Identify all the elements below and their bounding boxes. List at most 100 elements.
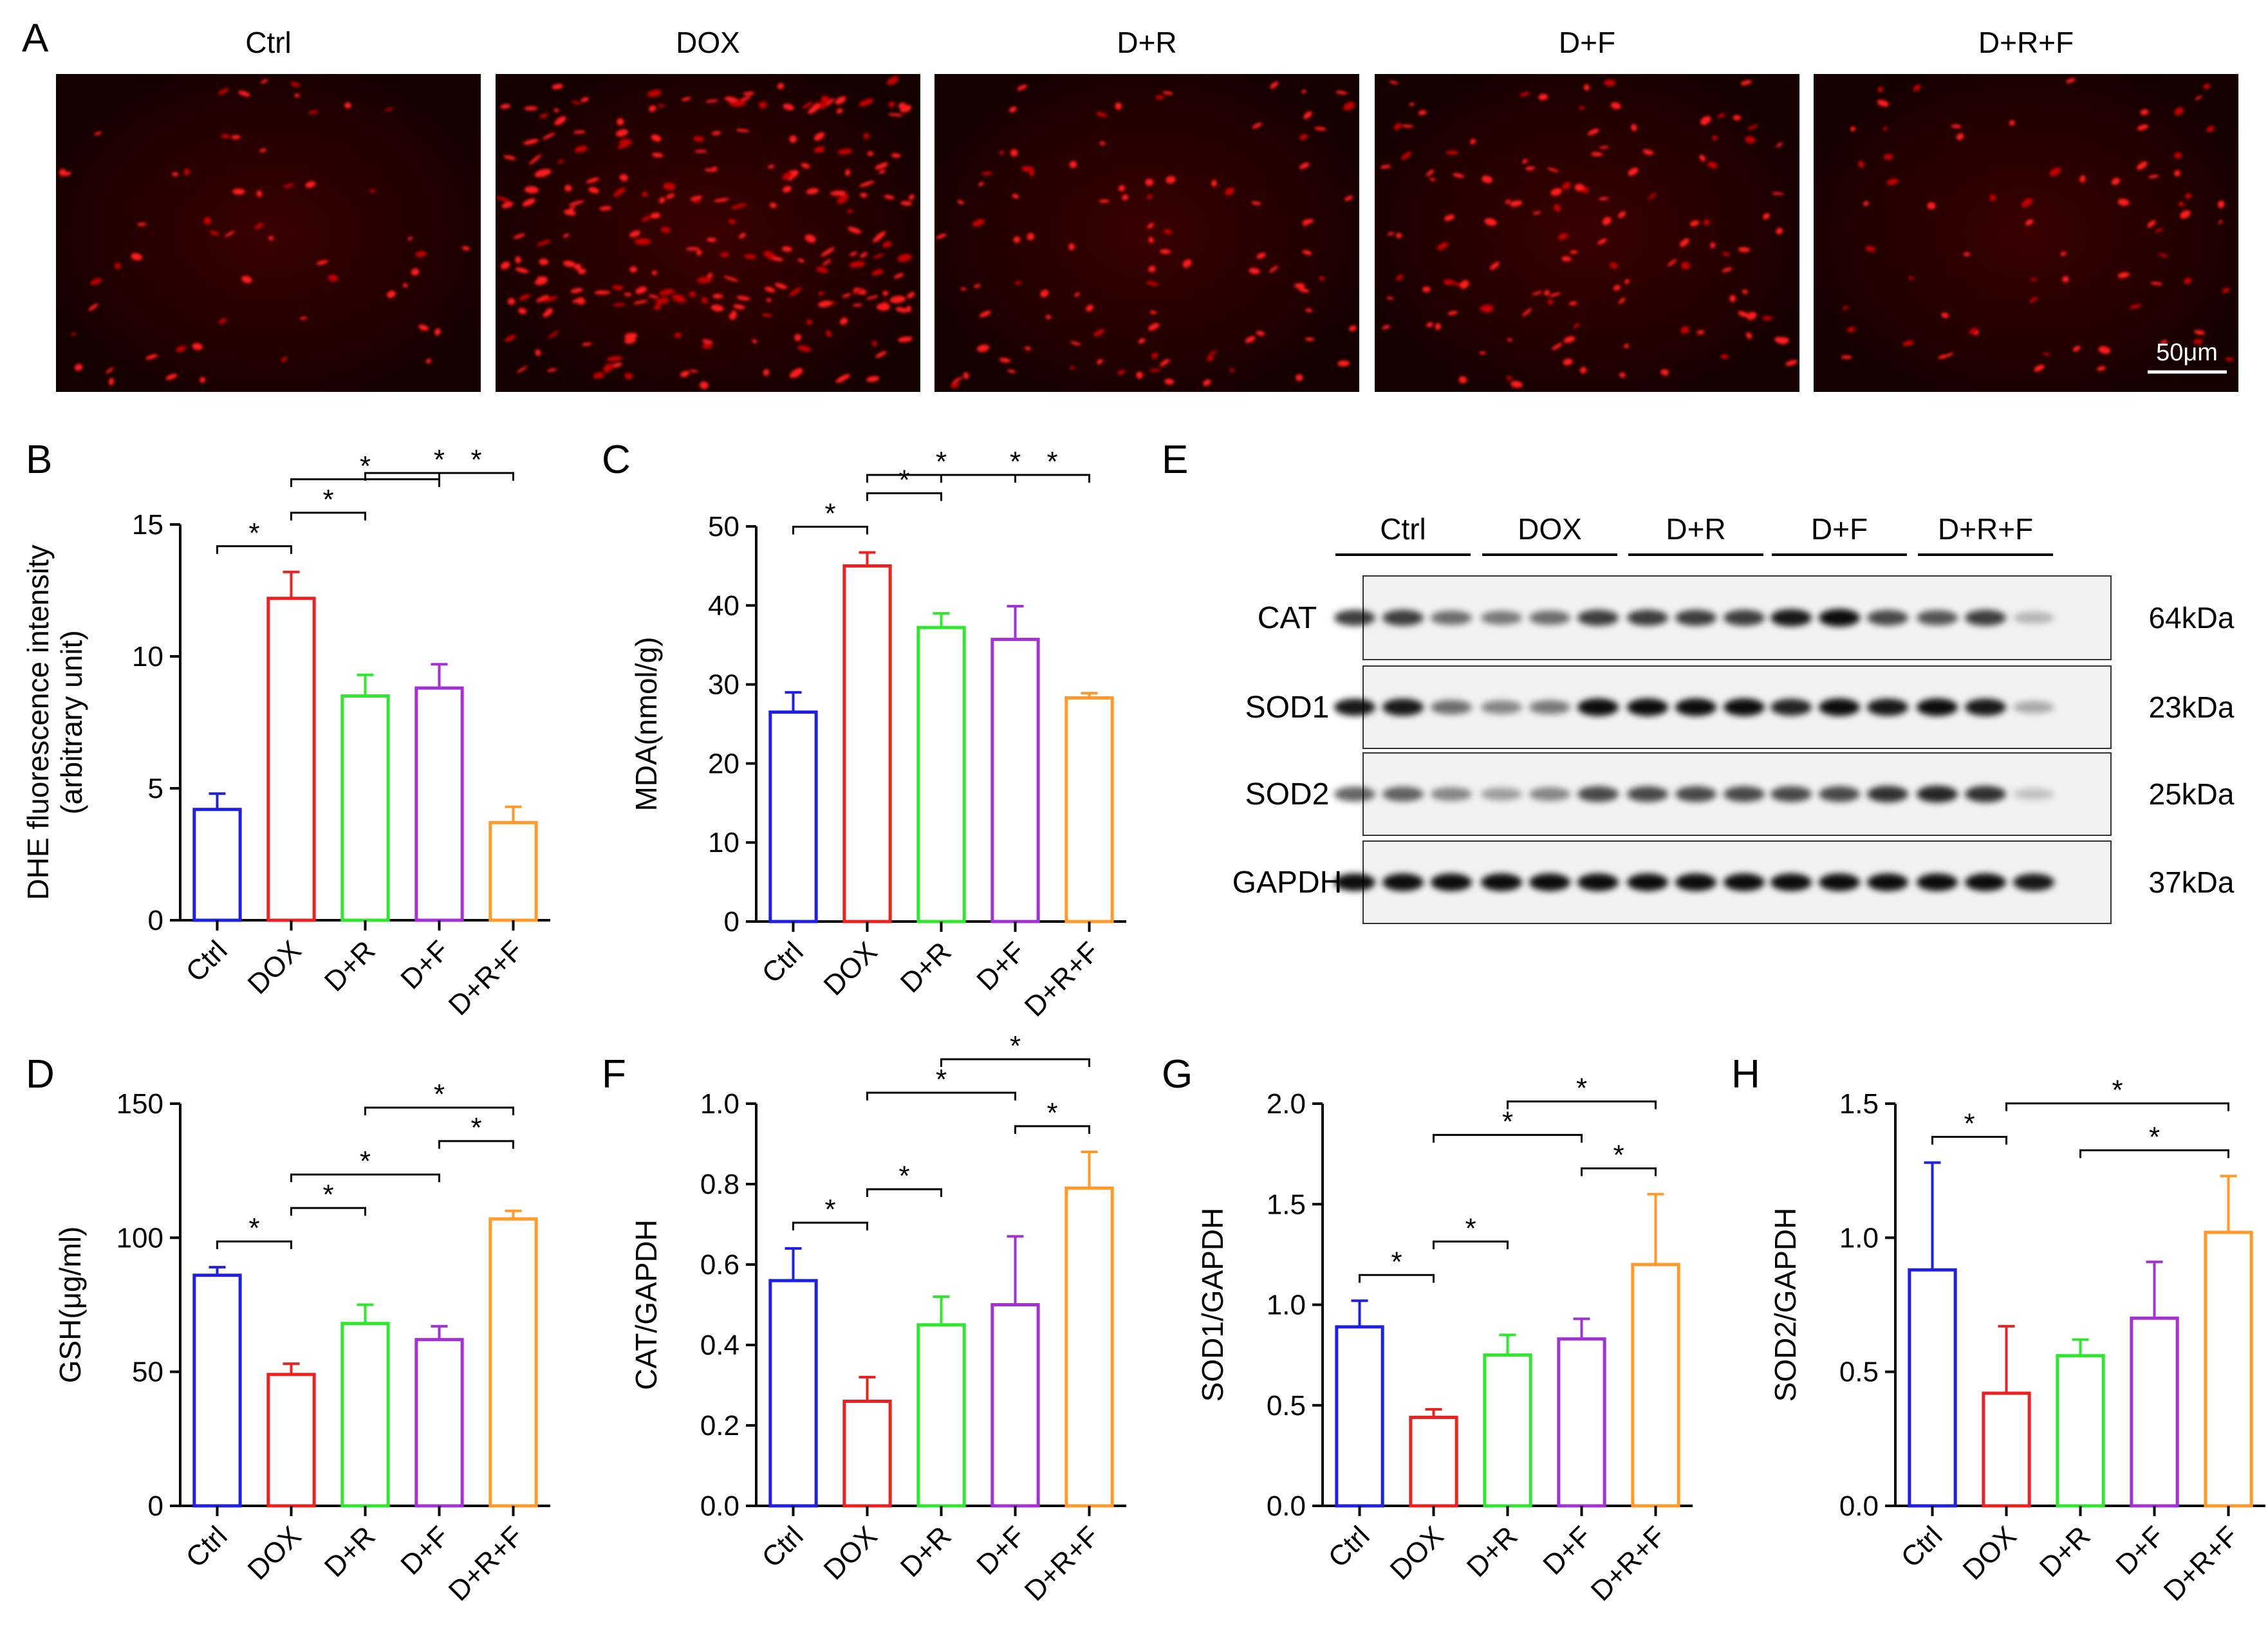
nucleus bbox=[2206, 125, 2215, 133]
nucleus bbox=[2043, 352, 2050, 356]
significance-bracket: * bbox=[1507, 1073, 1657, 1109]
nucleus bbox=[203, 217, 211, 225]
nucleus bbox=[1552, 342, 1563, 351]
nucleus bbox=[2174, 152, 2182, 159]
significance-bracket: * bbox=[1581, 1140, 1657, 1176]
blot-row-sod1: SOD1 23kDa bbox=[1245, 665, 2235, 749]
nucleus bbox=[516, 366, 528, 373]
nucleus bbox=[1435, 322, 1441, 331]
nucleus bbox=[1510, 380, 1523, 388]
micrograph-background bbox=[496, 74, 920, 392]
protein-band bbox=[2013, 611, 2054, 624]
bracket-line bbox=[1433, 1134, 1583, 1143]
nucleus bbox=[663, 182, 676, 190]
nucleus bbox=[816, 266, 828, 273]
nucleus bbox=[1099, 199, 1110, 203]
significance-bracket: * bbox=[866, 465, 942, 501]
nucleus bbox=[1538, 93, 1548, 100]
bar-ctrl bbox=[192, 1274, 242, 1508]
nucleus bbox=[1070, 366, 1075, 370]
nucleus bbox=[1776, 227, 1783, 235]
nucleus bbox=[1206, 355, 1214, 362]
nucleus bbox=[255, 223, 263, 230]
nucleus bbox=[705, 99, 719, 103]
nucleus bbox=[866, 295, 878, 300]
bar-d-f bbox=[990, 1303, 1040, 1508]
bar-d-f bbox=[990, 638, 1040, 923]
nucleus bbox=[1146, 281, 1159, 286]
y-tick-label: 0 bbox=[724, 906, 739, 938]
bracket-line bbox=[792, 526, 868, 535]
nucleus bbox=[1382, 325, 1390, 329]
nucleus bbox=[145, 354, 158, 360]
panel-letter-g: G bbox=[1162, 1052, 1193, 1097]
nucleus bbox=[2117, 272, 2130, 279]
x-tick-label: DOX bbox=[241, 1520, 307, 1586]
nucleus bbox=[108, 378, 115, 385]
nucleus bbox=[1681, 261, 1690, 270]
nucleus bbox=[209, 230, 219, 236]
y-axis-label: GSH(μg/ml) bbox=[53, 1227, 87, 1384]
nucleus bbox=[835, 96, 846, 105]
bracket-line bbox=[792, 1221, 868, 1230]
nucleus bbox=[789, 368, 803, 378]
nucleus bbox=[1618, 211, 1626, 218]
bracket-line bbox=[940, 474, 1090, 483]
nucleus bbox=[1902, 340, 1914, 346]
nucleus bbox=[897, 254, 912, 263]
protein-band bbox=[1481, 787, 1522, 801]
protein-band bbox=[1627, 873, 1668, 891]
y-tick-label: 0 bbox=[148, 905, 163, 936]
y-axis-label: MDA(nmol/g) bbox=[629, 637, 663, 811]
nucleus bbox=[2009, 120, 2015, 126]
nucleus bbox=[1393, 122, 1402, 131]
protein-band bbox=[1724, 873, 1765, 891]
nucleus bbox=[256, 190, 263, 198]
nucleus bbox=[576, 297, 586, 305]
nucleus bbox=[572, 299, 579, 303]
nucleus bbox=[543, 296, 558, 302]
nucleus bbox=[137, 222, 147, 227]
nucleus bbox=[759, 101, 767, 109]
protein-band bbox=[1867, 609, 1908, 626]
nucleus bbox=[2160, 339, 2168, 346]
nucleus bbox=[859, 98, 873, 107]
nucleus bbox=[2034, 364, 2045, 372]
nucleus bbox=[1099, 141, 1106, 145]
significance-star: * bbox=[434, 444, 445, 476]
nucleus bbox=[1710, 242, 1716, 248]
nucleus bbox=[1573, 322, 1580, 329]
nucleus bbox=[1623, 344, 1630, 349]
nucleus bbox=[1631, 124, 1637, 132]
nucleus bbox=[1785, 360, 1798, 366]
protein-band bbox=[1577, 873, 1619, 891]
nucleus bbox=[1863, 201, 1869, 207]
nucleus bbox=[344, 102, 351, 109]
nucleus bbox=[1480, 304, 1491, 312]
nucleus bbox=[2222, 287, 2230, 293]
nucleus bbox=[1484, 218, 1497, 226]
nucleus bbox=[568, 200, 584, 207]
protein-band bbox=[1867, 698, 1908, 716]
nucleus bbox=[539, 113, 548, 118]
protein-label: SOD2 bbox=[1245, 777, 1330, 811]
bracket-line bbox=[290, 1173, 440, 1183]
nucleus bbox=[1722, 252, 1730, 256]
nucleus bbox=[1563, 358, 1573, 366]
nucleus bbox=[200, 376, 206, 384]
nucleus bbox=[543, 308, 553, 317]
nucleus bbox=[1699, 154, 1706, 162]
nucleus bbox=[888, 113, 904, 116]
nucleus bbox=[863, 133, 869, 139]
nucleus bbox=[1122, 194, 1129, 201]
micrograph-label: D+F bbox=[1559, 26, 1615, 59]
nucleus bbox=[1029, 171, 1035, 176]
nucleus bbox=[1841, 355, 1852, 359]
nucleus bbox=[697, 277, 712, 284]
bar-d-r bbox=[916, 626, 966, 923]
protein-band bbox=[1481, 873, 1522, 891]
nucleus bbox=[615, 129, 629, 137]
nucleus bbox=[1225, 187, 1234, 196]
